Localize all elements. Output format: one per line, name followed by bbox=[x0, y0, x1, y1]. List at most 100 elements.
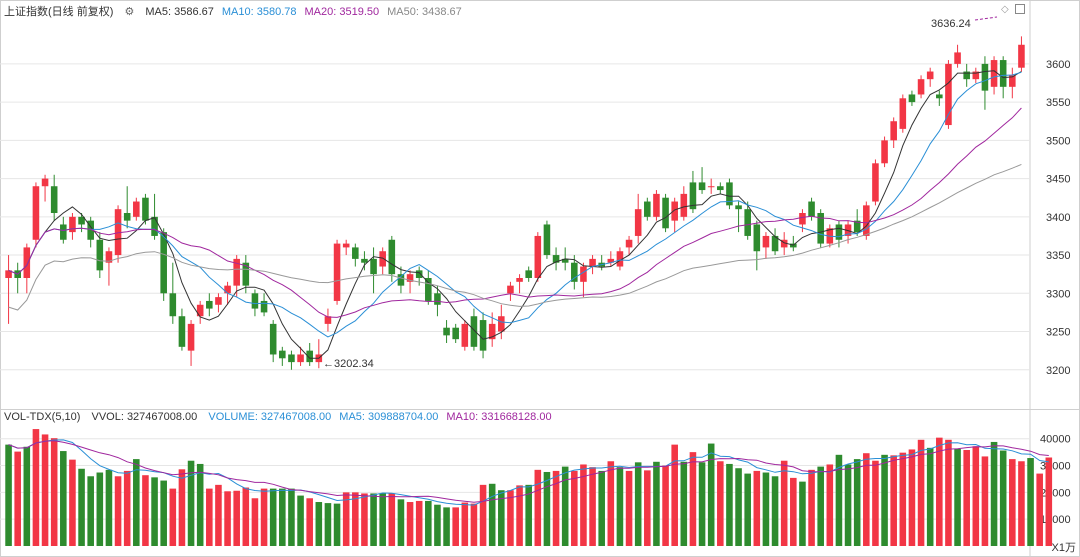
volume-bar bbox=[543, 471, 551, 546]
volume-bar bbox=[288, 488, 295, 546]
volume-bar bbox=[717, 461, 724, 546]
candle-body bbox=[999, 60, 1007, 87]
ma10-line bbox=[8, 71, 1022, 338]
candle-body bbox=[926, 71, 934, 80]
price-tick-label: 3400 bbox=[1046, 212, 1070, 224]
volume-bar bbox=[762, 472, 770, 546]
volume-bar bbox=[452, 507, 459, 546]
candle-body bbox=[498, 316, 505, 332]
volume-legend: VOL-TDX(5,10) VVOL: 327467008.00 VOLUME:… bbox=[4, 411, 568, 423]
volume-bar bbox=[279, 488, 286, 546]
candle-body bbox=[1018, 44, 1025, 68]
window-toggle-icon[interactable] bbox=[1015, 4, 1025, 14]
volume-bar bbox=[142, 475, 149, 546]
settings-icon[interactable]: ⚙ bbox=[124, 6, 135, 18]
candle-body bbox=[671, 201, 678, 221]
volume-bar bbox=[333, 503, 341, 546]
volume-bar bbox=[406, 502, 414, 546]
volume-bar bbox=[698, 462, 706, 546]
volume-bar bbox=[689, 452, 697, 546]
candle-body bbox=[644, 201, 651, 217]
candle-body bbox=[552, 255, 560, 263]
volume-legend-item-0: VOLUME: 327467008.00 bbox=[208, 411, 332, 423]
candle-body bbox=[233, 258, 240, 286]
volume-bar bbox=[534, 469, 542, 546]
volume-bar bbox=[215, 484, 222, 546]
volume-bar bbox=[178, 469, 186, 546]
volume-bar bbox=[41, 434, 49, 546]
candle-body bbox=[881, 140, 888, 164]
candle-body bbox=[470, 316, 478, 347]
candle-body bbox=[580, 266, 587, 282]
candle-body bbox=[50, 186, 58, 213]
volume-bar bbox=[342, 492, 350, 546]
candle-body bbox=[936, 94, 943, 99]
ma50-line bbox=[8, 163, 1022, 311]
volume-bar bbox=[114, 476, 122, 546]
volume-bar bbox=[470, 503, 478, 546]
candle-body bbox=[963, 71, 970, 80]
volume-bar bbox=[370, 493, 377, 546]
candle-body bbox=[60, 224, 67, 240]
volume-bar bbox=[397, 499, 405, 546]
volume-bar bbox=[561, 466, 569, 546]
candle-body bbox=[799, 213, 806, 225]
candle-body bbox=[114, 209, 122, 256]
volume-bar bbox=[771, 476, 779, 546]
candle-body bbox=[169, 293, 177, 317]
candle-body bbox=[379, 251, 386, 267]
volume-bar bbox=[297, 495, 304, 546]
ma-legend-item-0: MA5: 3586.67 bbox=[145, 6, 214, 18]
volume-bar bbox=[899, 452, 907, 546]
volume-bar bbox=[251, 498, 259, 546]
candle-body bbox=[735, 205, 742, 210]
candle-body bbox=[178, 316, 186, 347]
volume-bar bbox=[945, 439, 952, 546]
volume-bar bbox=[662, 465, 669, 546]
candle-body bbox=[863, 205, 870, 236]
volume-bar bbox=[799, 481, 806, 546]
volume-bar bbox=[306, 498, 313, 546]
price-tick-label: 3600 bbox=[1046, 59, 1070, 71]
volume-bar bbox=[726, 463, 733, 546]
volume-bar bbox=[315, 502, 323, 546]
volume-bar bbox=[844, 464, 852, 546]
volume-bar bbox=[926, 447, 934, 546]
volume-bar bbox=[516, 485, 523, 546]
volume-bar bbox=[242, 487, 250, 546]
candle-body bbox=[543, 224, 551, 256]
candle-body bbox=[507, 285, 514, 294]
volume-bar bbox=[1018, 461, 1025, 546]
volume-bar bbox=[653, 461, 660, 546]
volume-bar bbox=[160, 480, 167, 546]
volume-bar bbox=[105, 469, 113, 546]
volume-bar bbox=[598, 470, 605, 546]
candle-body bbox=[525, 270, 532, 278]
candle-body bbox=[890, 121, 897, 141]
volume-bar bbox=[1036, 473, 1043, 546]
price-tick-label: 3450 bbox=[1046, 174, 1070, 186]
candle-body bbox=[69, 216, 76, 233]
price-tick-label: 3350 bbox=[1046, 250, 1070, 262]
candle-body bbox=[981, 63, 989, 91]
candle-body bbox=[279, 350, 286, 359]
candle-body bbox=[242, 262, 250, 286]
price-tick-label: 3200 bbox=[1046, 365, 1070, 377]
candle-body bbox=[771, 235, 779, 252]
ma20-line bbox=[8, 107, 1022, 318]
volume-bar bbox=[324, 503, 332, 546]
volume-bar bbox=[123, 470, 131, 546]
diamond-icon[interactable]: ◇ bbox=[1001, 4, 1009, 15]
index-name: 上证指数(日线 前复权) bbox=[4, 6, 114, 18]
volume-bar bbox=[151, 477, 158, 546]
volume-ma5-line bbox=[8, 439, 1049, 506]
candle-body bbox=[87, 220, 94, 240]
ma-legend-item-3: MA50: 3438.67 bbox=[387, 6, 462, 18]
volume-bar bbox=[707, 443, 715, 546]
volume-bar bbox=[917, 439, 925, 546]
low-annotation: ←3202.34 bbox=[323, 358, 374, 370]
volume-bar bbox=[616, 467, 624, 546]
candle-body bbox=[105, 251, 113, 263]
ma-legend-items: MA5: 3586.67 MA10: 3580.78 MA20: 3519.50 MA… bbox=[145, 6, 469, 18]
candle-body bbox=[443, 327, 450, 336]
